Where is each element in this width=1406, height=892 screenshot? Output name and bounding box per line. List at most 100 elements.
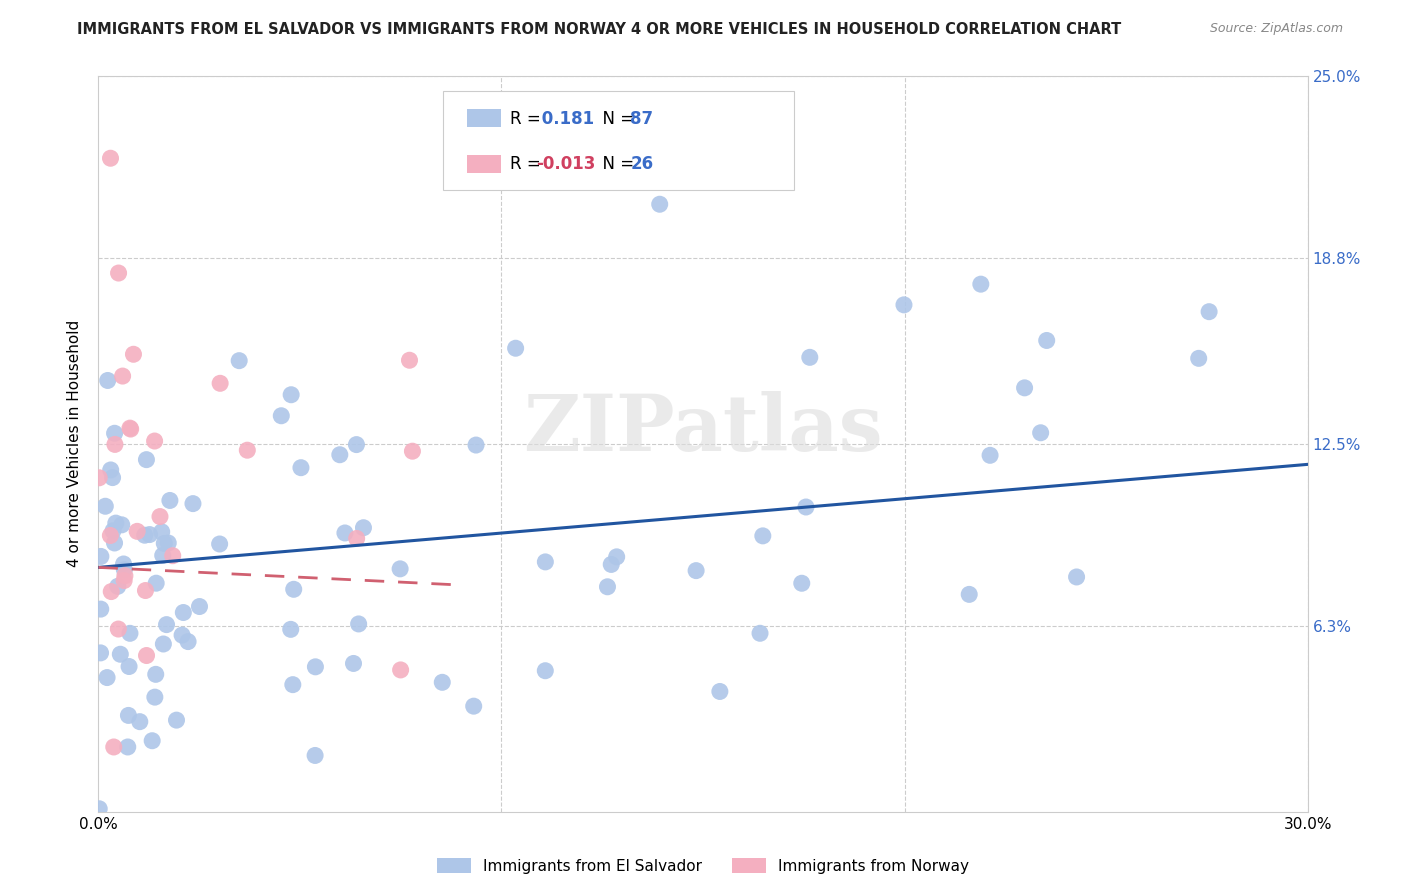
Point	[401, 444, 423, 458]
Point	[101, 524, 124, 538]
Point	[145, 667, 167, 681]
Point	[145, 576, 167, 591]
Point	[107, 266, 129, 280]
FancyBboxPatch shape	[467, 109, 501, 128]
Point	[152, 549, 174, 563]
Point	[270, 409, 292, 423]
Point	[283, 582, 305, 597]
Point	[1198, 304, 1220, 318]
Point	[709, 684, 731, 698]
Point	[114, 568, 136, 582]
Point	[150, 524, 173, 539]
Point	[111, 369, 134, 384]
Text: 26: 26	[630, 155, 654, 173]
Text: R =: R =	[509, 110, 546, 128]
Point	[465, 438, 488, 452]
Point	[159, 493, 181, 508]
Point	[1029, 425, 1052, 440]
Point	[118, 626, 141, 640]
Point	[127, 524, 149, 539]
Point	[143, 690, 166, 705]
Point	[103, 536, 125, 550]
Point	[89, 471, 111, 485]
Point	[329, 448, 352, 462]
Point	[333, 525, 356, 540]
Point	[957, 587, 980, 601]
Point	[149, 509, 172, 524]
Point	[135, 648, 157, 663]
Point	[208, 537, 231, 551]
Point	[799, 351, 821, 365]
Point	[606, 549, 628, 564]
Text: 87: 87	[630, 110, 654, 128]
Point	[181, 497, 204, 511]
Point	[600, 558, 623, 572]
Point	[107, 622, 129, 636]
Point	[112, 557, 135, 571]
Point	[153, 536, 176, 550]
Point	[100, 463, 122, 477]
Point	[90, 646, 112, 660]
Point	[1035, 334, 1057, 348]
Point	[101, 470, 124, 484]
Point	[172, 606, 194, 620]
Point	[505, 341, 527, 355]
Point	[209, 376, 232, 391]
Point	[111, 517, 134, 532]
Point	[749, 626, 772, 640]
Point	[90, 602, 112, 616]
Point	[534, 555, 557, 569]
Point	[103, 426, 125, 441]
Point	[128, 714, 150, 729]
Point	[112, 563, 135, 577]
Point	[100, 528, 122, 542]
FancyBboxPatch shape	[443, 90, 793, 190]
Text: -0.013: -0.013	[536, 155, 596, 173]
Point	[110, 647, 132, 661]
Point	[280, 623, 302, 637]
Text: ZIPatlas: ZIPatlas	[523, 391, 883, 467]
Point	[228, 353, 250, 368]
Point	[172, 628, 194, 642]
Point	[1066, 570, 1088, 584]
Point	[117, 739, 139, 754]
Point	[134, 528, 156, 542]
Point	[389, 562, 412, 576]
Point	[1188, 351, 1211, 366]
Point	[103, 739, 125, 754]
Point	[1014, 381, 1036, 395]
Point	[141, 733, 163, 747]
Point	[155, 617, 177, 632]
Point	[280, 388, 302, 402]
Point	[752, 529, 775, 543]
Point	[152, 637, 174, 651]
Point	[166, 713, 188, 727]
Point	[534, 664, 557, 678]
Point	[107, 579, 129, 593]
Text: Source: ZipAtlas.com: Source: ZipAtlas.com	[1209, 22, 1343, 36]
Point	[648, 197, 671, 211]
Point	[389, 663, 412, 677]
Point	[794, 500, 817, 514]
Point	[94, 500, 117, 514]
Point	[162, 549, 184, 563]
Point	[596, 580, 619, 594]
Legend: Immigrants from El Salvador, Immigrants from Norway: Immigrants from El Salvador, Immigrants …	[430, 852, 976, 880]
Point	[893, 298, 915, 312]
Point	[304, 660, 326, 674]
Point	[104, 437, 127, 451]
Point	[979, 448, 1001, 462]
Point	[290, 460, 312, 475]
Point	[398, 353, 420, 368]
Point	[104, 516, 127, 530]
Point	[790, 576, 813, 591]
Point	[134, 583, 156, 598]
Point	[346, 437, 368, 451]
Point	[157, 536, 180, 550]
Point	[347, 616, 370, 631]
Point	[122, 347, 145, 361]
FancyBboxPatch shape	[467, 154, 501, 173]
Point	[118, 421, 141, 435]
Point	[304, 748, 326, 763]
Point	[90, 549, 112, 564]
